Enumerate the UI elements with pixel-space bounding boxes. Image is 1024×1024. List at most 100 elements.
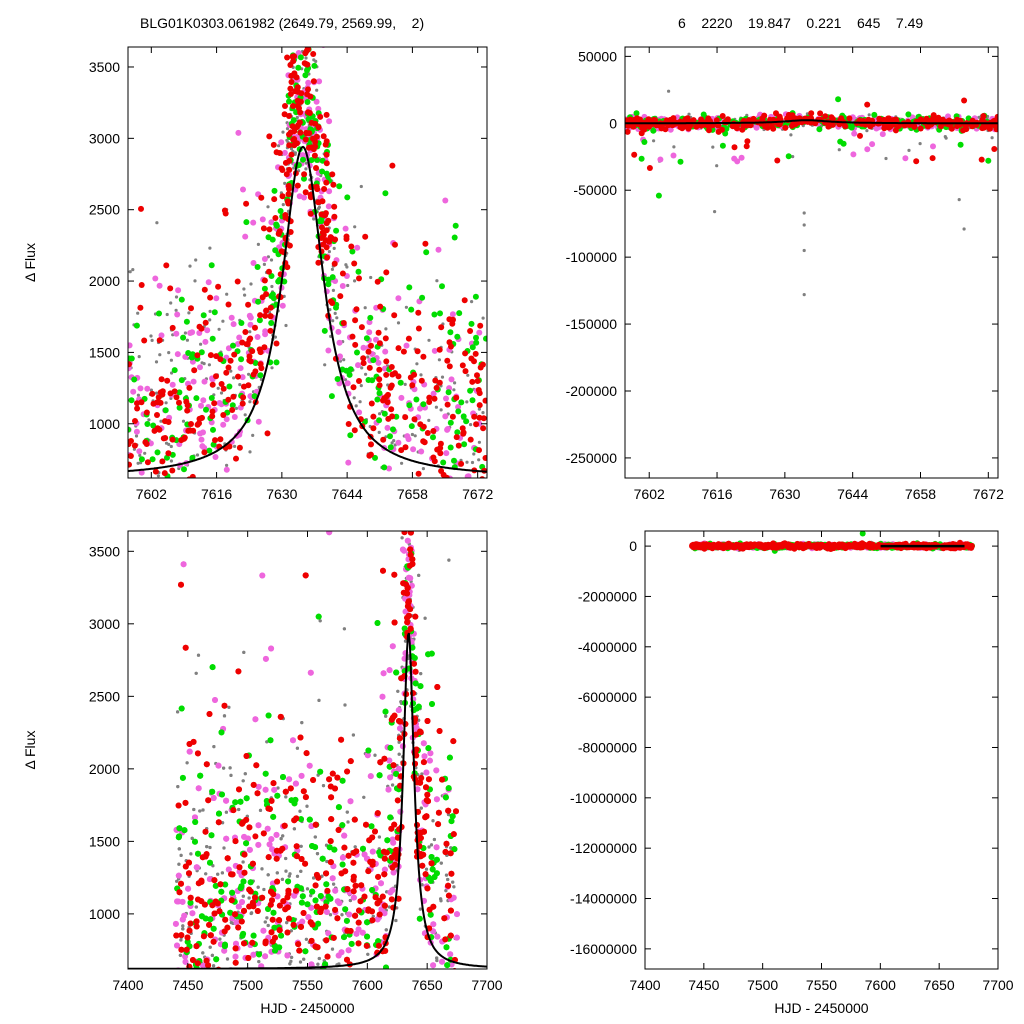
data-point (224, 810, 228, 814)
data-point (189, 473, 196, 478)
data-point (268, 645, 275, 652)
data-point (306, 110, 313, 116)
data-point (393, 669, 400, 676)
data-point (402, 414, 409, 421)
data-point (402, 444, 409, 451)
data-point (243, 840, 250, 847)
data-point (210, 953, 214, 958)
data-point (304, 99, 311, 105)
data-point (957, 198, 961, 202)
data-point (291, 23, 294, 26)
data-point (451, 846, 458, 853)
data-point (291, 53, 298, 60)
data-point (353, 279, 357, 283)
y-tick-label: 0 (609, 115, 617, 131)
data-point (905, 111, 912, 118)
data-point (192, 819, 199, 825)
data-point (134, 479, 137, 482)
data-point (318, 211, 325, 218)
data-point (240, 878, 247, 885)
data-point (179, 774, 186, 781)
data-point (268, 293, 275, 299)
data-point (306, 816, 313, 823)
data-point (208, 969, 214, 975)
data-point (421, 467, 425, 471)
data-point (447, 951, 454, 958)
data-point (128, 270, 132, 274)
data-point (300, 721, 304, 725)
data-point (374, 969, 380, 975)
data-point (266, 226, 273, 233)
data-point (448, 343, 454, 350)
data-point (913, 158, 920, 165)
y-tick-label: 3500 (89, 59, 120, 75)
data-point (225, 866, 232, 873)
plot-area (128, 23, 487, 514)
data-point (325, 203, 332, 210)
data-point (138, 399, 145, 406)
data-point (427, 845, 431, 849)
data-point (391, 783, 395, 787)
data-point (285, 191, 292, 198)
data-point (271, 187, 278, 194)
data-point (134, 405, 141, 412)
data-point (325, 347, 332, 354)
data-point (308, 157, 315, 164)
data-point (215, 283, 222, 290)
panel-top-left: 7602 7616 7630 7644 7658 76721000150020002500… (22, 23, 493, 514)
data-point (451, 457, 457, 464)
data-point (315, 613, 322, 620)
data-point (278, 165, 285, 172)
data-point (264, 430, 271, 437)
data-point (789, 133, 793, 137)
data-point (300, 42, 303, 45)
data-point (857, 132, 863, 139)
data-point (365, 997, 371, 1003)
data-point (154, 391, 159, 395)
data-point (304, 937, 308, 941)
data-point (137, 304, 144, 311)
data-point (250, 219, 257, 226)
data-point (316, 207, 321, 211)
data-point (317, 29, 320, 32)
data-point (309, 888, 316, 895)
data-point (320, 874, 324, 878)
data-point (292, 88, 299, 95)
data-point (134, 434, 139, 438)
data-point (408, 306, 415, 313)
data-point (279, 837, 283, 841)
y-tick-label: 1000 (89, 416, 120, 432)
data-point (460, 481, 463, 484)
data-point (424, 867, 429, 871)
data-point (311, 62, 318, 69)
data-point (390, 511, 393, 514)
data-point (315, 852, 320, 856)
data-point (164, 377, 171, 384)
data-point (256, 885, 260, 889)
data-point (410, 446, 417, 453)
data-point (817, 110, 824, 117)
data-point (314, 59, 318, 64)
data-point (188, 264, 192, 268)
data-point (431, 458, 438, 465)
data-point (208, 969, 214, 975)
data-point (154, 412, 160, 418)
data-point (261, 344, 268, 351)
data-point (316, 78, 323, 85)
data-point (405, 335, 412, 342)
data-point (481, 316, 485, 320)
data-point (262, 328, 269, 335)
data-point (954, 123, 960, 130)
data-point (272, 215, 279, 221)
data-point (273, 149, 280, 156)
data-point (390, 426, 396, 433)
data-point (147, 418, 151, 422)
data-point (297, 129, 304, 136)
data-point (331, 288, 335, 292)
data-point (295, 64, 302, 71)
data-point (310, 78, 317, 85)
data-point (128, 461, 132, 468)
data-point (252, 368, 259, 375)
data-point (323, 138, 330, 145)
data-point (433, 870, 440, 877)
